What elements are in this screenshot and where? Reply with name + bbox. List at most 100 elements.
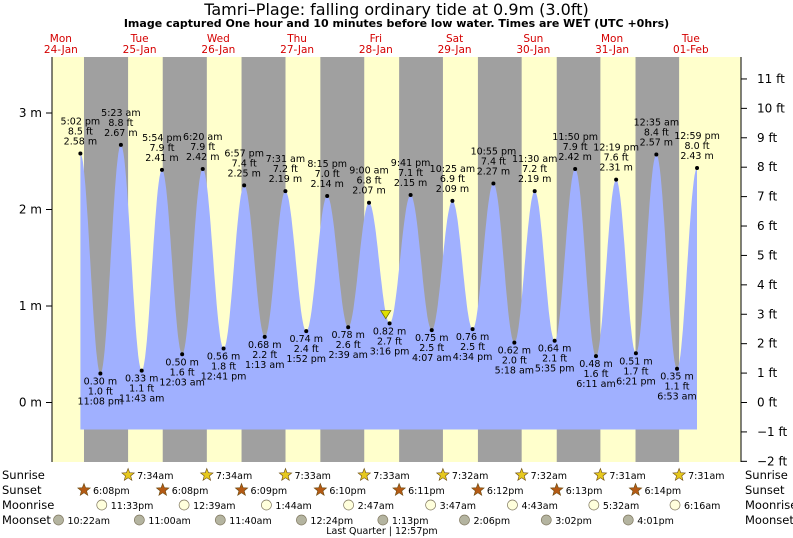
low-tide-label: 0.68 m bbox=[248, 340, 281, 351]
low-tide-label: 0.74 m bbox=[290, 334, 323, 345]
day-date: 29-Jan bbox=[438, 44, 472, 56]
right-tick-label: 6 ft bbox=[757, 219, 777, 233]
sunrise-time: 7:32am bbox=[531, 471, 567, 482]
low-tide-dot bbox=[346, 325, 351, 330]
high-tide-label: 11:50 pm bbox=[552, 132, 598, 143]
high-tide-label: 6:20 am bbox=[183, 132, 222, 143]
high-tide-label: 5:02 pm bbox=[61, 117, 101, 128]
low-tide-label: 2:39 am bbox=[328, 350, 367, 361]
day-name: Tue bbox=[130, 33, 149, 45]
low-tide-label: 0.62 m bbox=[498, 346, 531, 357]
low-tide-dot bbox=[512, 340, 517, 345]
high-tide-dot bbox=[450, 198, 455, 203]
moon-phase-label: Last Quarter | 12:57pm bbox=[326, 526, 437, 537]
day-name: Mon bbox=[601, 33, 623, 45]
high-tide-label: 7.2 ft bbox=[273, 164, 298, 175]
high-tide-label: 2.25 m bbox=[227, 168, 260, 179]
sunrise-icon bbox=[357, 467, 372, 481]
moonrise-icon bbox=[178, 499, 190, 511]
right-tick-label: −2 ft bbox=[757, 454, 788, 468]
low-tide-dot bbox=[304, 329, 309, 334]
low-tide-dot bbox=[98, 371, 103, 376]
day-name: Fri bbox=[370, 33, 383, 45]
low-tide-label: 0.82 m bbox=[373, 326, 406, 337]
sunset-icon bbox=[471, 482, 485, 496]
tide-markers bbox=[78, 142, 700, 376]
current-tide-marker bbox=[380, 310, 392, 320]
sunset-icon bbox=[628, 482, 643, 496]
moonset-time: 3:02pm bbox=[555, 516, 592, 527]
right-tick-label: 0 ft bbox=[757, 396, 777, 410]
moonrise-icon bbox=[669, 499, 681, 511]
low-tide-label: 2.4 ft bbox=[294, 344, 319, 355]
low-tide-label: 2.7 ft bbox=[377, 336, 402, 347]
low-tide-label: 0.35 m bbox=[660, 372, 693, 383]
low-tide-dot bbox=[552, 338, 557, 343]
high-tide-label: 2.57 m bbox=[640, 137, 673, 148]
moonrise-icon bbox=[96, 499, 108, 511]
low-tide-label: 0.78 m bbox=[331, 330, 364, 341]
moonrise-time: 4:43am bbox=[521, 501, 557, 512]
day-date: 01-Feb bbox=[673, 44, 709, 56]
high-tide-dot bbox=[491, 181, 496, 186]
moonrise-icon bbox=[588, 499, 600, 511]
sunset-time: 6:14pm bbox=[645, 486, 682, 497]
moonrise-time: 6:16am bbox=[684, 501, 720, 512]
right-tick-label: 3 ft bbox=[757, 307, 777, 321]
high-tide-dot bbox=[325, 193, 330, 198]
high-tide-dot bbox=[532, 189, 537, 194]
sunset-time: 6:10pm bbox=[329, 486, 366, 497]
low-tide-label: 1.1 ft bbox=[129, 384, 154, 395]
moonset-time: 2:06pm bbox=[473, 516, 510, 527]
day-date: 26-Jan bbox=[201, 44, 235, 56]
high-tide-dot bbox=[283, 189, 288, 194]
high-tide-dot bbox=[573, 166, 578, 171]
high-tide-label: 8.5 ft bbox=[68, 127, 93, 138]
sunset-icon bbox=[77, 482, 91, 496]
high-tide-label: 7.9 ft bbox=[149, 143, 174, 154]
low-tide-label: 5:18 am bbox=[495, 366, 534, 377]
sunrise-icon bbox=[121, 467, 136, 481]
sunrise-icon bbox=[278, 467, 293, 481]
low-tide-label: 2.6 ft bbox=[336, 340, 361, 351]
day-date: 27-Jan bbox=[280, 44, 314, 56]
right-tick-label: 4 ft bbox=[757, 278, 777, 292]
low-tide-dot bbox=[429, 328, 434, 333]
high-tide-dot bbox=[78, 151, 83, 156]
day-name: Mon bbox=[50, 33, 72, 45]
moonset-icon bbox=[459, 514, 470, 526]
sunrise-time: 7:34am bbox=[137, 471, 173, 482]
high-tide-label: 7.4 ft bbox=[481, 156, 506, 167]
day-date: 25-Jan bbox=[123, 44, 157, 56]
astro-rows: Sunrise Sunrise 7:34am 7:34am 7:33am 7:33am 7:… bbox=[2, 467, 793, 537]
high-tide-label: 2.43 m bbox=[680, 151, 713, 162]
low-tide-label: 2.1 ft bbox=[542, 354, 567, 365]
low-tide-label: 6:11 am bbox=[576, 379, 615, 390]
sunset-icon bbox=[155, 482, 170, 496]
low-tide-label: 0.56 m bbox=[207, 351, 240, 362]
right-tick-label: 7 ft bbox=[757, 190, 777, 204]
high-tide-label: 2.14 m bbox=[310, 179, 343, 190]
sunset-time: 6:11pm bbox=[408, 486, 445, 497]
high-tide-label: 8.4 ft bbox=[644, 127, 669, 138]
moonrise-time: 11:33pm bbox=[111, 501, 154, 512]
low-tide-label: 0.30 m bbox=[84, 377, 117, 388]
sunrise-time: 7:32am bbox=[452, 471, 488, 482]
sunset-row-label: Sunset bbox=[2, 483, 42, 497]
moonset-icon bbox=[133, 514, 145, 526]
sunrise-time: 7:31am bbox=[688, 471, 724, 482]
low-tide-label: 1.7 ft bbox=[623, 366, 648, 377]
sunrise-time: 7:31am bbox=[609, 471, 645, 482]
high-tide-label: 12:59 pm bbox=[674, 131, 720, 142]
high-tide-dot bbox=[614, 177, 619, 182]
day-name: Sun bbox=[523, 33, 543, 45]
axes: 0 m 1 m 2 m 3 m −2 ft −1 ft 0 ft 1 ft 2 ft 3 ft 4 … bbox=[19, 57, 788, 468]
low-tide-label: 2.5 ft bbox=[460, 342, 485, 353]
moonrise-icon bbox=[343, 499, 354, 511]
high-tide-label: 7.2 ft bbox=[522, 164, 547, 175]
low-tide-label: 0.50 m bbox=[165, 357, 198, 368]
high-tide-label: 6.9 ft bbox=[440, 174, 465, 185]
moonrise-time: 5:32am bbox=[603, 501, 639, 512]
